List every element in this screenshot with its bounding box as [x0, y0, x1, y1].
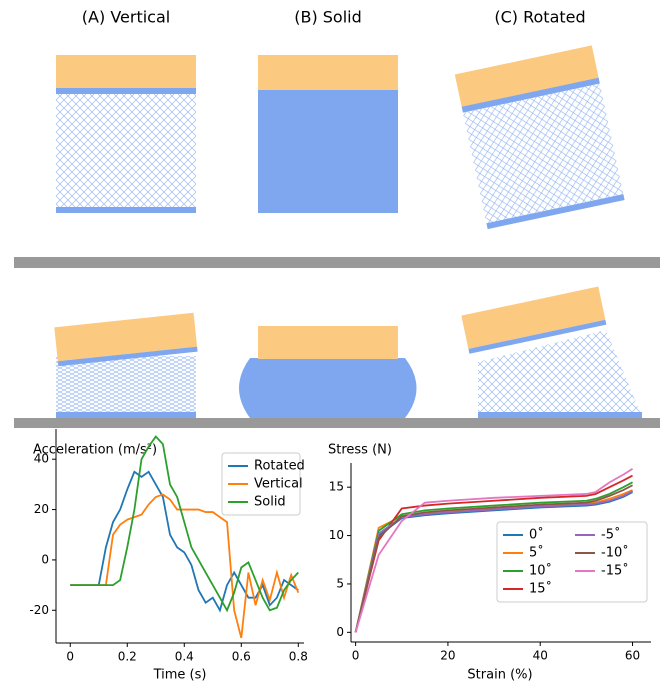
legend-label: 0˚ — [529, 527, 544, 543]
x-tick-label: 0.4 — [175, 650, 194, 664]
x-tick-label: 0 — [352, 649, 360, 663]
solid-specimen — [258, 55, 398, 213]
rotated-specimen — [455, 45, 625, 229]
panel-caption: (B) Solid — [294, 8, 362, 27]
y-tick-label: 15 — [329, 480, 344, 494]
legend-label: 10˚ — [529, 563, 552, 579]
x-tick-label: 0 — [66, 650, 74, 664]
panel-caption: (C) Rotated — [494, 8, 585, 27]
y-tick-label: 0 — [336, 625, 344, 639]
y-tick-label: 5 — [336, 576, 344, 590]
legend-label: 15˚ — [529, 581, 552, 597]
y-tick-label: 20 — [34, 502, 49, 516]
y-axis-label: Acceleration (m/s²) — [33, 443, 157, 458]
legend-label: -10˚ — [601, 545, 629, 561]
y-tick-label: -20 — [29, 603, 49, 617]
solid-impact — [239, 326, 417, 418]
legend-label: Solid — [254, 495, 286, 510]
x-axis-label: Time (s) — [153, 668, 207, 683]
y-axis-label: Stress (N) — [328, 443, 392, 458]
legend-label: -15˚ — [601, 563, 629, 579]
x-axis-label: Strain (%) — [467, 668, 532, 683]
rotated-impact — [461, 287, 642, 418]
vertical-impact — [54, 313, 197, 418]
vertical-specimen — [56, 55, 196, 213]
y-tick-label: 10 — [329, 528, 344, 542]
x-tick-label: 60 — [625, 649, 640, 663]
floor — [14, 418, 660, 428]
legend-label: 5˚ — [529, 545, 544, 561]
panel-caption: (A) Vertical — [82, 8, 170, 27]
x-tick-label: 0.2 — [118, 650, 137, 664]
divider — [14, 257, 660, 268]
legend-label: Vertical — [254, 477, 303, 492]
x-tick-label: 40 — [533, 649, 548, 663]
figure: (A) Vertical (B) Solid (C) Rotated -20 0 2… — [0, 0, 672, 686]
x-tick-label: 20 — [440, 649, 455, 663]
legend-label: -5˚ — [601, 527, 620, 543]
legend-label: Rotated — [254, 459, 305, 474]
series-line — [70, 494, 298, 638]
y-tick-label: 0 — [41, 552, 49, 566]
x-tick-label: 0.8 — [289, 650, 308, 664]
x-tick-label: 0.6 — [232, 650, 251, 664]
